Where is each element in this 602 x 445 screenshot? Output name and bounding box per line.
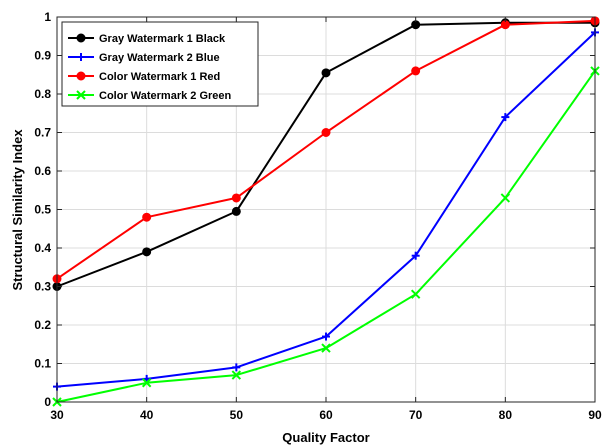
x-tick-label: 70 <box>409 408 423 422</box>
y-tick-label: 0.9 <box>34 49 51 63</box>
y-tick-label: 0.3 <box>34 280 51 294</box>
data-point <box>322 332 330 341</box>
y-tick-label: 0.2 <box>34 318 51 332</box>
data-point <box>231 193 241 203</box>
y-tick-label: 0.4 <box>34 241 51 255</box>
marker-stroke <box>500 193 511 203</box>
data-point <box>142 212 152 222</box>
legend-marker <box>76 71 86 81</box>
x-axis-title: Quality Factor <box>282 430 369 445</box>
legend-item-color-watermark-1-red: Color Watermark 1 Red <box>68 71 220 83</box>
y-tick-label: 0.1 <box>34 357 51 371</box>
legend-item-color-watermark-2-green: Color Watermark 2 Green <box>68 90 232 102</box>
data-point <box>231 370 242 380</box>
data-point <box>411 251 420 260</box>
marker-stroke <box>231 370 242 380</box>
x-tick-label: 80 <box>499 408 513 422</box>
data-point <box>141 378 152 388</box>
legend-label: Color Watermark 1 Red <box>99 71 220 83</box>
y-tick-label: 0 <box>44 395 51 409</box>
data-point <box>411 66 421 76</box>
legend-marker <box>76 90 86 100</box>
data-point <box>321 128 331 137</box>
y-tick-label: 0.8 <box>34 87 51 101</box>
y-tick-label: 0.7 <box>34 126 51 140</box>
legend-marker <box>76 33 86 43</box>
y-tick-label: 0.6 <box>34 164 51 178</box>
y-axis-title: Structural Similarity Index <box>10 129 25 291</box>
data-point <box>501 113 510 122</box>
legend-item-gray-watermark-2-blue: Gray Watermark 2 Blue <box>68 52 220 64</box>
x-tick-label: 90 <box>588 408 602 422</box>
legend-item-gray-watermark-1-black: Gray Watermark 1 Black <box>68 33 226 45</box>
x-tick-label: 30 <box>50 408 64 422</box>
marker-stroke <box>410 289 421 299</box>
legend-label: Color Watermark 2 Green <box>99 90 232 102</box>
x-tick-label: 40 <box>140 408 154 422</box>
marker-stroke <box>141 378 152 388</box>
data-point <box>321 343 331 353</box>
legend-label: Gray Watermark 1 Black <box>99 33 226 45</box>
legend-marker <box>77 53 85 61</box>
data-point <box>231 206 241 216</box>
y-tick-label: 0.5 <box>34 203 51 217</box>
legend: Gray Watermark 1 Black Gray Watermark 2 B… <box>61 21 259 107</box>
data-point <box>500 193 511 203</box>
x-tick-label: 60 <box>319 408 333 422</box>
marker-stroke <box>321 343 331 353</box>
x-tick-label: 50 <box>230 408 244 422</box>
series-color-watermark-1-red <box>52 16 600 284</box>
data-point <box>321 68 331 78</box>
marker-stroke <box>76 90 86 100</box>
series-color-watermark-2-green <box>52 66 600 407</box>
series-layer <box>52 16 600 407</box>
data-point <box>142 247 152 257</box>
data-point <box>232 363 241 372</box>
legend-label: Gray Watermark 2 Blue <box>99 52 220 64</box>
y-tick-label: 1 <box>44 10 51 24</box>
tick-labels: 0 0.1 0.2 0.3 0.4 0.5 0.6 0.7 0.8 0.9 1 30 40 50 60 70 8… <box>34 10 602 422</box>
legend-box <box>61 21 259 107</box>
data-point <box>410 289 421 299</box>
